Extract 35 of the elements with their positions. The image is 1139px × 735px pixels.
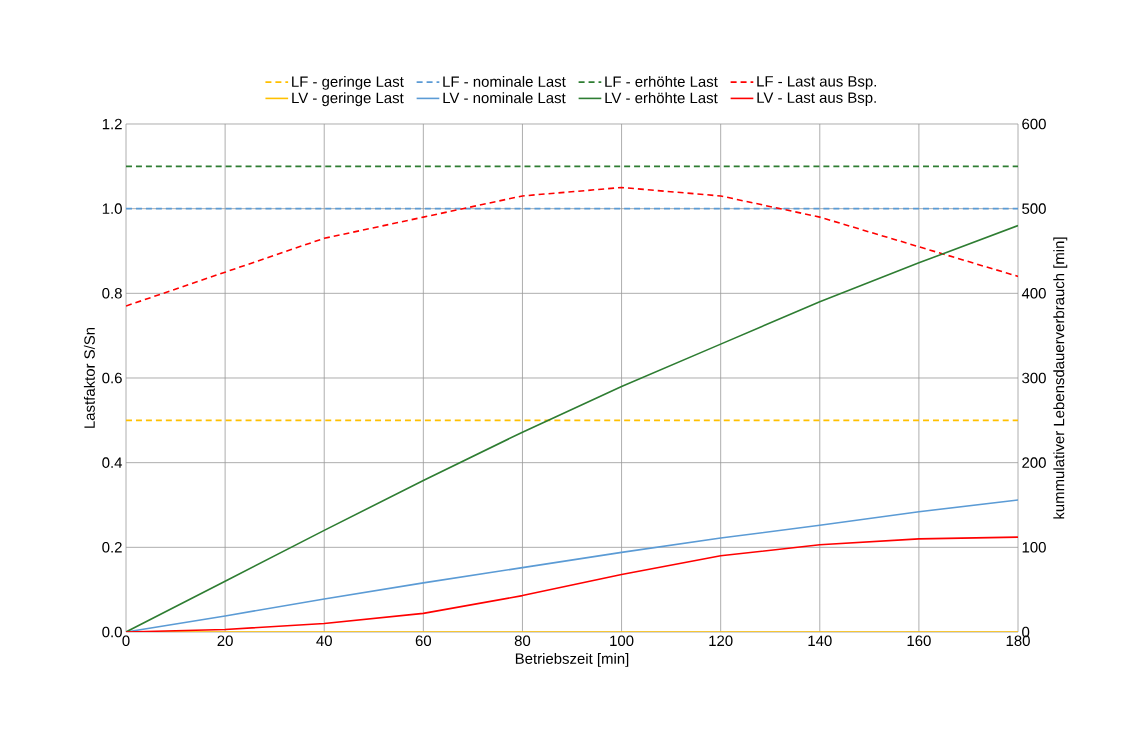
x-tick-label: 120 (709, 635, 733, 647)
line-series (126, 224, 1019, 632)
legend-label: LV - nominale Last (443, 92, 566, 104)
y2-tick-label: 400 (1021, 288, 1046, 299)
legend-label: LF - erhöhte Last (605, 75, 718, 87)
y-axis-title: Lastfaktor S/Sn (83, 327, 95, 428)
y-tick-label: 1.0 (102, 203, 122, 214)
y2-tick-label: 500 (1022, 203, 1046, 214)
y2-tick-label: 100 (1022, 542, 1046, 553)
x-tick-label: 100 (610, 635, 634, 647)
line-series (126, 536, 1019, 632)
x-tick-label: 0 (122, 635, 130, 647)
y2-axis-title: kummulativer Lebensdauerverbrauch [min] (1053, 237, 1068, 519)
y-tick-label: 0.6 (102, 372, 122, 384)
x-tick-label: 80 (514, 635, 531, 647)
legend-label: LF - nominale Last (443, 75, 566, 87)
x-axis-title: Betriebszeit [min] (515, 652, 629, 667)
legend-label: LF - Last aus Bsp. (757, 76, 876, 90)
legend-label: LV - Last aus Bsp. (757, 92, 876, 106)
x-tick-label: 140 (808, 635, 832, 647)
x-tick-label: 160 (907, 635, 931, 647)
y2-tick-label: 600 (1022, 118, 1046, 130)
y2-tick-label: 300 (1022, 372, 1046, 384)
legend-label: LF - geringe Last (292, 75, 404, 90)
y-tick-label: 0.4 (102, 457, 123, 468)
y-tick-label: 0.2 (102, 542, 122, 553)
x-tick-label: 40 (316, 635, 332, 647)
y-tick-label: 1.2 (102, 118, 122, 130)
x-tick-label: 60 (415, 635, 432, 647)
y-tick-label: 0.8 (102, 288, 122, 299)
y2-tick-label: 200 (1022, 457, 1046, 468)
x-tick-label: 20 (217, 635, 233, 647)
y-tick-label: 0.0 (102, 626, 122, 638)
legend-label: LV - erhöhte Last (605, 92, 718, 104)
legend-label: LV - geringe Last (292, 92, 404, 107)
